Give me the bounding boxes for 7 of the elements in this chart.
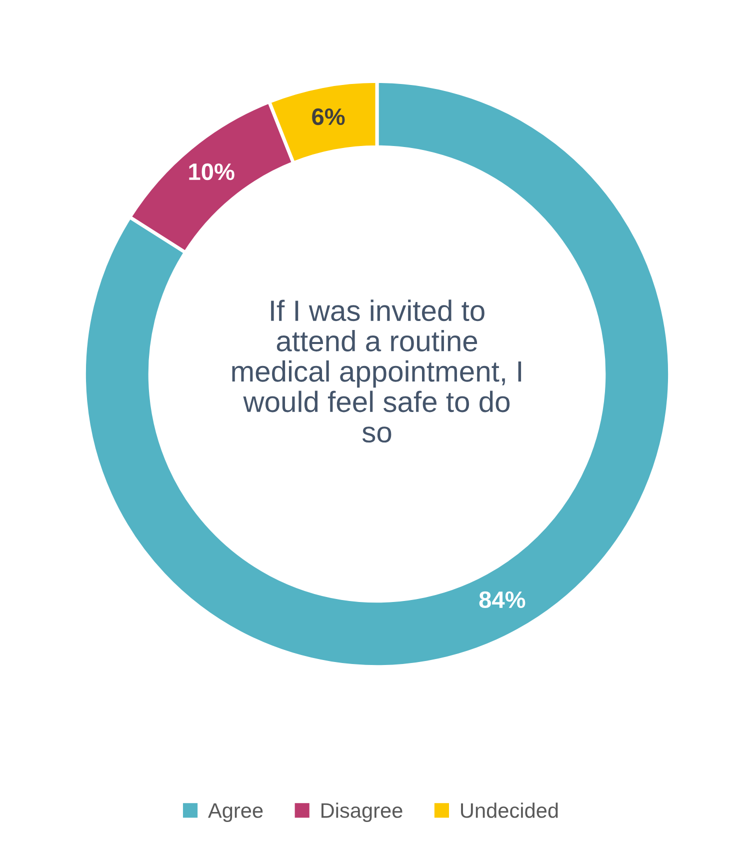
text: If I was invited to attend a routine medical appointment, I would feel safe to do so: [232, 300, 522, 443]
legend-label: Undecided: [461, 802, 558, 818]
legend-label: Disagree: [322, 802, 402, 822]
legend-label: Agree: [208, 803, 263, 822]
data-label: 84%: [479, 591, 526, 608]
data-label: 10%: [189, 163, 234, 180]
data-label: 6%: [312, 108, 345, 126]
